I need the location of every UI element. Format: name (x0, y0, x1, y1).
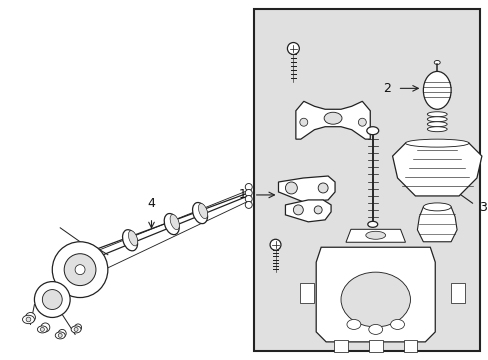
Ellipse shape (433, 60, 439, 64)
Circle shape (41, 323, 50, 332)
Ellipse shape (122, 230, 137, 251)
Bar (403, 340, 417, 352)
Bar (300, 283, 314, 302)
Ellipse shape (324, 112, 341, 124)
Polygon shape (295, 101, 369, 139)
Polygon shape (278, 176, 334, 202)
Ellipse shape (368, 324, 382, 334)
Ellipse shape (367, 221, 377, 227)
Circle shape (25, 312, 35, 323)
Polygon shape (345, 229, 405, 242)
Circle shape (245, 195, 252, 202)
Ellipse shape (340, 272, 409, 327)
Ellipse shape (427, 117, 446, 122)
Circle shape (75, 265, 85, 275)
Circle shape (58, 333, 62, 337)
Circle shape (41, 328, 44, 332)
Ellipse shape (37, 326, 47, 333)
Bar (253, 9, 479, 351)
Ellipse shape (427, 122, 446, 127)
Ellipse shape (423, 71, 450, 109)
Circle shape (245, 184, 252, 190)
Circle shape (299, 118, 307, 126)
Ellipse shape (170, 215, 179, 230)
Circle shape (52, 242, 108, 298)
Circle shape (285, 182, 297, 194)
Ellipse shape (164, 213, 179, 235)
Ellipse shape (427, 112, 446, 117)
Ellipse shape (192, 203, 207, 224)
Circle shape (269, 239, 281, 250)
Bar (450, 283, 464, 302)
Text: 1: 1 (238, 188, 246, 202)
Ellipse shape (390, 319, 404, 329)
Circle shape (64, 254, 96, 285)
Circle shape (26, 317, 31, 322)
Ellipse shape (128, 231, 138, 246)
Ellipse shape (423, 203, 450, 211)
Bar (333, 340, 347, 352)
Text: 3: 3 (478, 201, 486, 215)
Text: 2: 2 (382, 82, 390, 95)
Circle shape (75, 324, 81, 331)
Circle shape (293, 205, 303, 215)
Circle shape (42, 289, 62, 310)
Circle shape (74, 328, 78, 332)
Text: 4: 4 (147, 197, 155, 210)
Polygon shape (285, 200, 330, 222)
Ellipse shape (55, 332, 65, 339)
Ellipse shape (346, 319, 360, 329)
Ellipse shape (71, 326, 81, 333)
Ellipse shape (366, 127, 378, 135)
Circle shape (245, 201, 252, 208)
Circle shape (314, 206, 322, 214)
Bar (368, 340, 382, 352)
Polygon shape (417, 207, 456, 242)
Ellipse shape (405, 139, 468, 147)
Polygon shape (316, 247, 434, 342)
Circle shape (287, 42, 299, 54)
Circle shape (58, 329, 66, 337)
Ellipse shape (427, 127, 446, 132)
Circle shape (245, 189, 252, 197)
Circle shape (358, 118, 366, 126)
Circle shape (318, 183, 327, 193)
Ellipse shape (365, 231, 385, 239)
Ellipse shape (22, 315, 34, 324)
Circle shape (34, 282, 70, 318)
Ellipse shape (198, 203, 207, 219)
Polygon shape (392, 143, 481, 196)
